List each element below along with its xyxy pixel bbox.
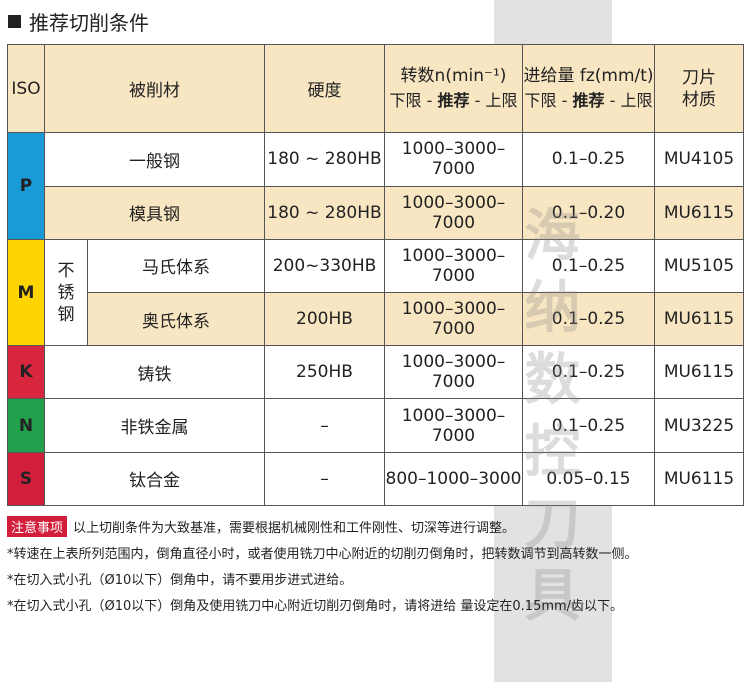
table-row: 模具钢 180 ~ 280HB 1000–3000–7000 0.1–0.20 …	[8, 185, 744, 240]
grade-cell: MU3225	[654, 398, 744, 453]
watermark-text: 海 纳 数 控 刀 具	[524, 203, 581, 629]
hardness-cell: –	[264, 398, 385, 453]
feed-cell: 0.05–0.15	[522, 451, 655, 507]
grade-cell: MU6115	[654, 345, 744, 400]
speed-cell: 800–1000–3000	[384, 451, 523, 507]
hardness-cell: 200HB	[264, 292, 385, 347]
table-row: S 钛合金 – 800–1000–3000 0.05–0.15 MU6115	[7, 451, 744, 507]
material-cell: 铸铁	[44, 345, 265, 400]
square-bullet-icon	[8, 14, 21, 28]
hardness-cell: –	[264, 451, 385, 507]
speed-cell: 1000–3000–7000	[384, 132, 523, 187]
note-main-text: 以上切削条件为大致基准，需要根据机械刚性和工件刚性、切深等进行调整。	[73, 520, 516, 536]
feed-cell: 0.1–0.20	[522, 185, 655, 240]
title-text: 推荐切削条件	[29, 10, 149, 35]
table-row: K 铸铁 250HB 1000–3000–7000 0.1–0.25 MU611…	[7, 345, 744, 400]
header-grade: 刀片 材质	[654, 43, 744, 134]
material-cell: 奥氏体系	[87, 292, 265, 347]
table-row: 奥氏体系 200HB 1000–3000–7000 0.1–0.25 MU611…	[8, 292, 744, 347]
header-feed-sub: 下限 - 推荐 - 上限	[524, 91, 653, 111]
feed-cell: 0.1–0.25	[522, 345, 655, 400]
speed-cell: 1000–3000–7000	[384, 185, 523, 240]
material-cell: 模具钢	[44, 185, 265, 240]
iso-m-badge: M	[7, 238, 45, 347]
material-cell: 钛合金	[44, 451, 265, 507]
hardness-cell: 180 ~ 280HB	[264, 185, 385, 240]
hardness-cell: 200~330HB	[264, 238, 385, 294]
note-main: 注意事项 以上切削条件为大致基准，需要根据机械刚性和工件刚性、切深等进行调整。	[7, 513, 743, 539]
header-speed-sub: 下限 - 推荐 - 上限	[389, 91, 518, 111]
note-item: *在切入式小孔（Ø10以下）倒角中，请不要用步进式进给。	[7, 572, 353, 588]
note-item: *转速在上表所列范围内，倒角直径小时，或者使用铣刀中心附近的切削刃倒角时，把转数…	[7, 546, 638, 562]
speed-cell: 1000–3000–7000	[384, 398, 523, 453]
feed-cell: 0.1–0.25	[522, 132, 655, 187]
cutting-conditions-table: ISO 被削材 硬度 转数n(min⁻¹) 下限 - 推荐 - 上限 进给量 f…	[7, 43, 744, 507]
speed-cell: 1000–3000–7000	[384, 238, 523, 294]
hardness-cell: 250HB	[264, 345, 385, 400]
header-feed-label: 进给量 fz(mm/t)	[523, 66, 654, 87]
iso-k-badge: K	[7, 345, 45, 400]
header-iso: ISO	[7, 43, 45, 134]
header-feed: 进给量 fz(mm/t) 下限 - 推荐 - 上限	[522, 43, 655, 134]
header-hardness: 硬度	[264, 43, 385, 134]
page-title: 推荐切削条件	[8, 4, 149, 38]
header-speed-label: 转数n(min⁻¹)	[400, 66, 507, 87]
iso-p-badge: P	[7, 132, 45, 240]
caution-badge: 注意事项	[7, 515, 68, 537]
table-header-row: ISO 被削材 硬度 转数n(min⁻¹) 下限 - 推荐 - 上限 进给量 f…	[7, 43, 744, 134]
table-row: N 非铁金属 – 1000–3000–7000 0.1–0.25 MU3225	[7, 398, 744, 453]
grade-cell: MU6115	[654, 451, 744, 507]
feed-cell: 0.1–0.25	[522, 398, 655, 453]
material-cell: 马氏体系	[87, 238, 265, 294]
grade-cell: MU4105	[654, 132, 744, 187]
hardness-cell: 180 ~ 280HB	[264, 132, 385, 187]
grade-cell: MU5105	[654, 238, 744, 294]
stainless-steel-label: 不锈钢	[44, 238, 88, 347]
header-material: 被削材	[44, 43, 265, 134]
feed-cell: 0.1–0.25	[522, 292, 655, 347]
speed-cell: 1000–3000–7000	[384, 345, 523, 400]
grade-cell: MU6115	[654, 185, 744, 240]
grade-cell: MU6115	[654, 292, 744, 347]
feed-cell: 0.1–0.25	[522, 238, 655, 294]
note-item: *在切入式小孔（Ø10以下）倒角及使用铣刀中心附近切削刃倒角时，请将进给 量设定…	[7, 598, 624, 614]
material-cell: 一般钢	[44, 132, 265, 187]
header-speed: 转数n(min⁻¹) 下限 - 推荐 - 上限	[384, 43, 523, 134]
speed-cell: 1000–3000–7000	[384, 292, 523, 347]
iso-s-badge: S	[7, 451, 45, 507]
notes-section: 注意事项 以上切削条件为大致基准，需要根据机械刚性和工件刚性、切深等进行调整。 …	[7, 513, 743, 617]
material-cell: 非铁金属	[44, 398, 265, 453]
table-row: M 不锈钢 马氏体系 200~330HB 1000–3000–7000 0.1–…	[7, 238, 744, 347]
table-row: P 一般钢 180 ~ 280HB 1000–3000–7000 0.1–0.2…	[7, 132, 744, 240]
iso-n-badge: N	[7, 398, 45, 453]
